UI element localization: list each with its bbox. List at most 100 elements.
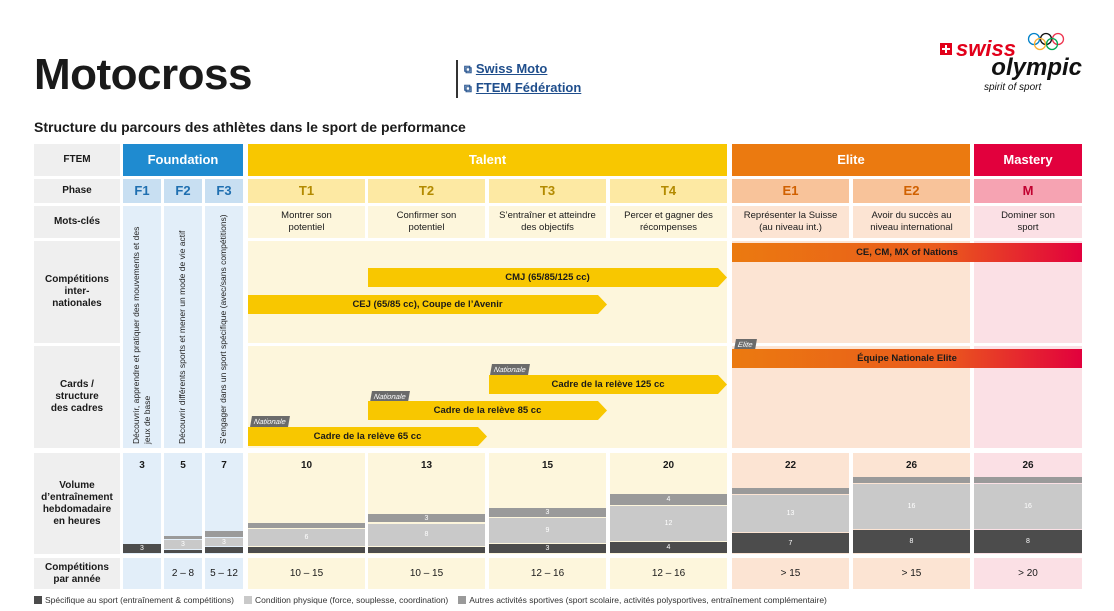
per-year-t3: 12 – 16 (489, 558, 606, 589)
volume-total-m: 26 (1022, 460, 1034, 471)
external-link-icon: ⧉ (464, 64, 472, 76)
bar-specific-t3: 3 (489, 544, 606, 553)
bar-condition-f2: 3 (164, 540, 202, 549)
competition-cmj-arrow: CMJ (65/85/125 cc) (368, 268, 727, 287)
volume-total-t1: 10 (300, 460, 313, 471)
keyword-t4: Percer et gagner des récompenses (610, 206, 727, 238)
bar-condition-t4: 12 (610, 506, 727, 541)
phase-f3: F3 (205, 179, 243, 203)
stage-mastery: Mastery (974, 144, 1082, 176)
per-year-e2: > 15 (853, 558, 970, 589)
foundation-text-f3: S’engager dans un sport spécifique (avec… (218, 214, 228, 444)
bar-other-t2: 3 (368, 513, 485, 523)
per-year-t1: 10 – 15 (248, 558, 365, 589)
phase-f2: F2 (164, 179, 202, 203)
foundation-col-f1 (123, 206, 161, 448)
bar-specific-t1 (248, 547, 365, 553)
bar-specific-m: 8 (974, 530, 1082, 553)
bar-condition-e2: 16 (853, 483, 970, 530)
row-label-competitions: Compétitions inter-nationales (34, 241, 120, 343)
competitions-talent-bg (248, 241, 727, 343)
keyword-e1: Représenter la Suisse (au niveau int.) (732, 206, 849, 238)
phase-e2: E2 (853, 179, 970, 203)
volume-total-f3: 7 (221, 460, 227, 471)
bar-specific-t4: 4 (610, 541, 727, 553)
phase-t1: T1 (248, 179, 365, 203)
link-swiss-moto[interactable]: ⧉ Swiss Moto (464, 60, 581, 79)
row-label-keywords: Mots-clés (34, 206, 120, 238)
competition-ce-cm-mx-bar: CE, CM, MX of Nations (732, 243, 1082, 262)
keyword-t3: S’entraîner et atteindre des objectifs (489, 206, 606, 238)
stage-foundation: Foundation (123, 144, 243, 176)
foundation-text-f2: Découvrir différents sports et mener un … (177, 230, 187, 444)
per-year-f2: 2 – 8 (164, 558, 202, 589)
keyword-m: Dominer son sport (974, 206, 1082, 238)
bar-condition-t3: 9 (489, 517, 606, 544)
volume-total-t4: 20 (662, 460, 675, 471)
keyword-t2: Confirmer son potentiel (368, 206, 485, 238)
stage-elite: Elite (732, 144, 970, 176)
phase-m: M (974, 179, 1082, 203)
volume-total-e1: 22 (784, 460, 797, 471)
bar-specific-e2: 8 (853, 530, 970, 553)
bar-other-f2 (164, 536, 202, 540)
legend: Spécifique au sport (entraînement & comp… (34, 595, 827, 605)
phase-t2: T2 (368, 179, 485, 203)
volume-total-e2: 26 (905, 460, 918, 471)
nationale-tag-65: Nationale (250, 416, 290, 427)
row-label-ftem: FTEM (34, 144, 120, 176)
volume-bg-f1 (123, 453, 161, 554)
cards-c85-arrow: Cadre de la relève 85 cc (368, 401, 607, 420)
foundation-text-f1: Découvrir, apprendre et pratiquer des mo… (131, 226, 152, 444)
bar-condition-t1: 6 (248, 529, 365, 547)
phase-t4: T4 (610, 179, 727, 203)
volume-total-t2: 13 (420, 460, 433, 471)
bar-specific-t2 (368, 547, 485, 553)
bar-other-e1 (732, 488, 849, 494)
link-ftem-federation[interactable]: ⧉ FTEM Fédération (464, 79, 581, 98)
volume-total-f2: 5 (180, 460, 186, 471)
bar-condition-e1: 13 (732, 495, 849, 533)
page-subtitle: Structure du parcours des athlètes dans … (34, 119, 466, 135)
keyword-e2: Avoir du succès au niveau international (853, 206, 970, 238)
row-label-per-year: Compétitions par année (34, 558, 120, 589)
cards-c65-arrow: Cadre de la relève 65 cc (248, 427, 487, 446)
legend-item-other: Autres activités sportives (sport scolai… (458, 595, 827, 605)
bar-other-t3: 3 (489, 508, 606, 517)
bar-specific-e1: 7 (732, 533, 849, 553)
external-links: ⧉ Swiss Moto ⧉ FTEM Fédération (456, 60, 581, 98)
per-year-t4: 12 – 16 (610, 558, 727, 589)
phase-t3: T3 (489, 179, 606, 203)
bar-other-f3 (205, 531, 243, 537)
bar-other-e2 (853, 476, 970, 483)
phase-e1: E1 (732, 179, 849, 203)
bar-specific-f3 (205, 547, 243, 553)
foundation-col-f2 (164, 206, 202, 448)
bar-other-t4: 4 (610, 494, 727, 506)
cards-c125-arrow: Cadre de la relève 125 cc (489, 375, 727, 394)
per-year-f3: 5 – 12 (205, 558, 243, 589)
nationale-tag-85: Nationale (370, 391, 410, 402)
row-label-cards: Cards / structure des cadres (34, 346, 120, 448)
competition-cej-arrow: CEJ (65/85 cc), Coupe de l’Avenir (248, 295, 607, 314)
olympic-rings-icon (1027, 32, 1065, 51)
legend-item-specific: Spécifique au sport (entraînement & comp… (34, 595, 234, 605)
foundation-col-f3 (205, 206, 243, 448)
swiss-olympic-logo: swiss olympic spirit of sport (932, 32, 1082, 96)
phase-f1: F1 (123, 179, 161, 203)
per-year-e1: > 15 (732, 558, 849, 589)
volume-total-t3: 15 (541, 460, 554, 471)
stage-talent: Talent (248, 144, 727, 176)
bar-specific-f1: 3 (123, 544, 161, 553)
bar-other-m (974, 476, 1082, 483)
external-link-icon: ⧉ (464, 83, 472, 95)
nationale-tag-125: Nationale (490, 364, 530, 375)
row-label-phase: Phase (34, 179, 120, 203)
bar-condition-f3: 3 (205, 537, 243, 547)
per-year-f1 (123, 558, 161, 589)
per-year-m: > 20 (974, 558, 1082, 589)
row-label-volume: Volume d’entraînement hebdomadaire en he… (34, 453, 120, 554)
cards-equipe-nationale-bar: Équipe Nationale Elite (732, 349, 1082, 368)
bar-condition-t2: 8 (368, 523, 485, 547)
bar-condition-m: 16 (974, 483, 1082, 530)
